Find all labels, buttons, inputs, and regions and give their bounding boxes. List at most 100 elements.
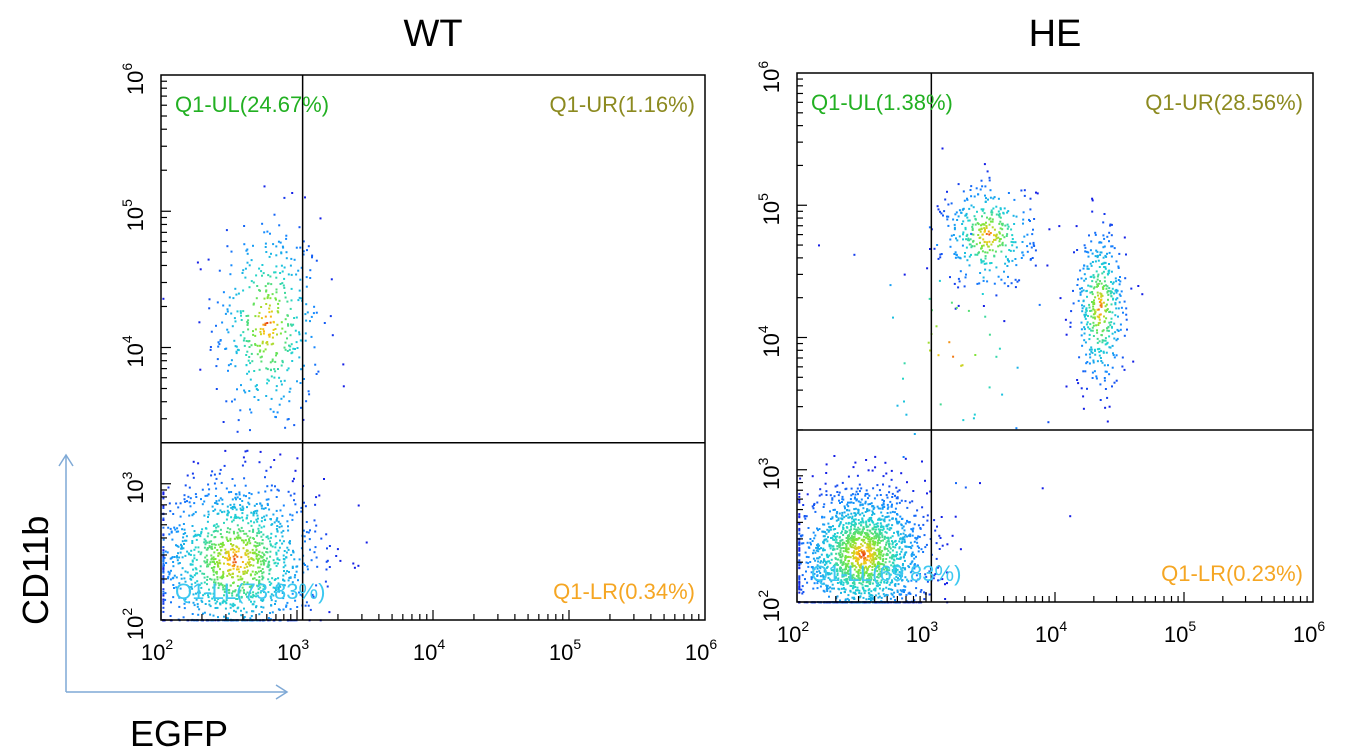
event-dot [929, 490, 932, 493]
event-dot [868, 549, 871, 551]
event-dot [968, 219, 971, 222]
event-dot [861, 530, 864, 533]
event-dot [848, 573, 851, 575]
event-dot [976, 282, 979, 285]
event-dot [229, 606, 232, 609]
event-dot [902, 566, 904, 569]
event-dot [836, 562, 838, 565]
event-dot [243, 572, 246, 575]
event-dot [850, 501, 853, 504]
event-dot [1096, 275, 1099, 278]
event-dot [872, 511, 874, 514]
event-dot [1018, 279, 1021, 282]
event-dot [210, 545, 213, 548]
event-dot [1012, 214, 1015, 217]
event-dot [262, 571, 265, 574]
event-dot [822, 582, 825, 585]
event-dot [257, 491, 260, 494]
event-dot [269, 321, 272, 324]
event-dot [1009, 249, 1012, 252]
event-dot [1091, 199, 1094, 202]
event-dot [1076, 379, 1079, 381]
event-dot [248, 564, 251, 567]
event-dot [1103, 261, 1106, 264]
event-dot [852, 524, 855, 526]
event-dot [1038, 303, 1041, 306]
event-dot [191, 563, 194, 566]
event-dot [289, 334, 292, 337]
event-dot [243, 616, 246, 618]
event-dot [267, 537, 270, 540]
event-dot [826, 560, 829, 563]
event-dot [216, 503, 219, 505]
event-dot [906, 481, 908, 484]
event-dot [972, 233, 975, 236]
event-dot [265, 367, 268, 370]
event-dot [170, 569, 172, 572]
event-dot [947, 215, 950, 218]
event-dot [872, 588, 875, 591]
event-dot [277, 588, 280, 590]
event-dot [986, 243, 988, 246]
event-dot [1069, 515, 1072, 518]
event-dot [852, 535, 854, 538]
event-dot [240, 609, 242, 612]
event-dot [926, 514, 929, 517]
event-dot [1086, 267, 1089, 270]
event-dot [257, 570, 260, 573]
event-dot [876, 576, 879, 578]
event-dot [233, 558, 236, 561]
event-dot [878, 565, 881, 568]
event-dot [1110, 255, 1113, 258]
event-dot [290, 324, 293, 327]
event-dot [162, 549, 165, 552]
event-dot [812, 567, 815, 570]
event-dot [272, 321, 275, 324]
event-dot [811, 475, 814, 478]
event-dot [879, 556, 882, 559]
event-dot [212, 510, 215, 512]
event-dot [967, 219, 970, 222]
event-dot [213, 473, 216, 476]
event-dot [203, 581, 206, 584]
event-dot [863, 550, 865, 553]
event-dot [868, 520, 871, 523]
event-dot [310, 335, 313, 338]
event-dot [219, 546, 222, 549]
event-dot [871, 510, 874, 513]
event-dot [250, 259, 253, 262]
event-dot [162, 575, 165, 578]
event-dot [269, 466, 272, 469]
event-dot [1015, 427, 1018, 430]
event-dot [252, 558, 255, 561]
event-dot [801, 534, 804, 537]
event-dot [253, 396, 256, 398]
event-dot [857, 537, 860, 540]
event-dot [941, 147, 944, 150]
event-dot [204, 494, 207, 497]
event-dot [1111, 344, 1114, 347]
event-dot [872, 508, 875, 510]
event-dot [294, 574, 297, 577]
event-dot [244, 267, 247, 270]
event-dot [246, 514, 249, 517]
event-dot [981, 233, 984, 236]
event-dot [857, 573, 860, 575]
event-dot [249, 585, 252, 588]
event-dot [1059, 297, 1062, 300]
event-dot [825, 588, 828, 591]
event-dot [275, 298, 277, 301]
event-dot [267, 274, 270, 277]
event-dot [1072, 289, 1074, 292]
event-dot [813, 537, 816, 540]
event-dot [851, 523, 853, 526]
event-dot [229, 603, 232, 606]
event-dot [191, 525, 194, 527]
event-dot [850, 522, 853, 525]
event-dot [228, 563, 230, 566]
event-dot [818, 566, 821, 568]
event-dot [268, 569, 271, 572]
event-dot [1087, 315, 1089, 317]
event-dot [188, 486, 191, 489]
event-dot [841, 495, 844, 498]
